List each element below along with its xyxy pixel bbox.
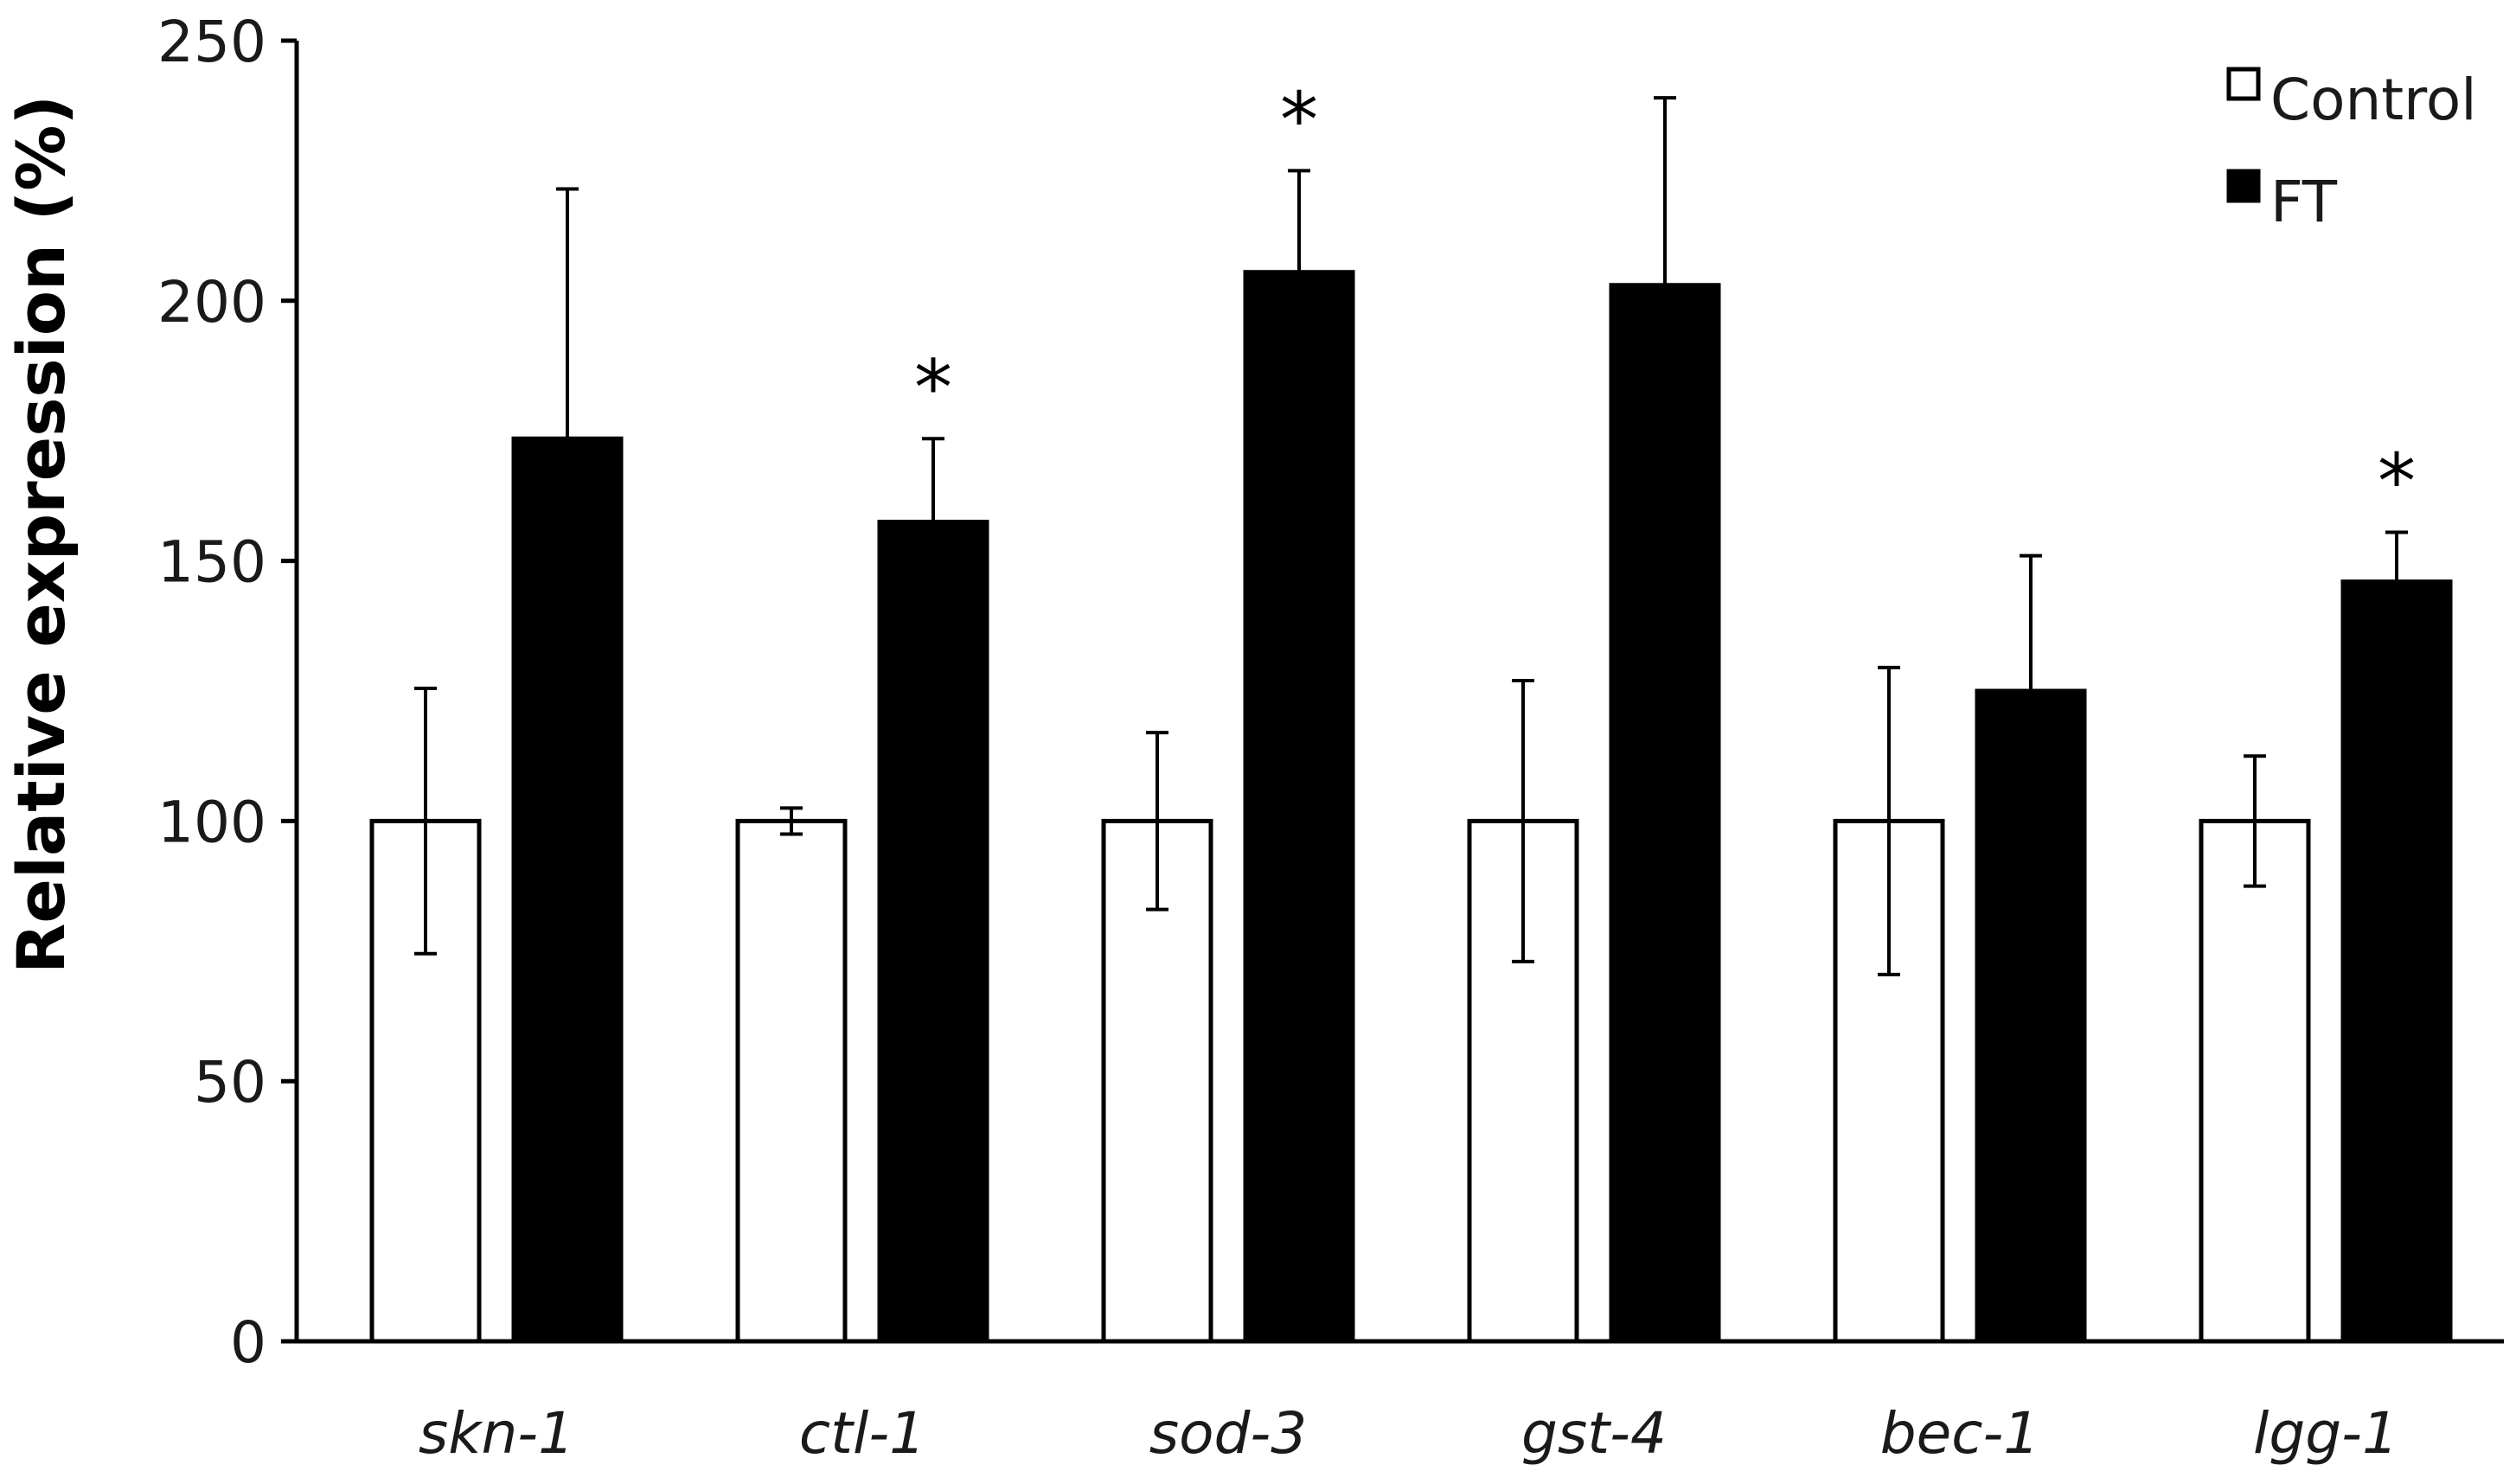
error-bars-layer	[414, 96, 2408, 976]
y-tick-label: 150	[157, 529, 266, 596]
legend: Control FT	[2226, 67, 2477, 235]
bar-ft	[1609, 283, 1721, 1344]
bar-control	[735, 818, 848, 1344]
legend-swatch-control	[2226, 67, 2261, 101]
y-ticks: 0 50 100 150 200 250	[157, 9, 297, 1376]
x-category-label: bec-1	[1880, 1400, 2040, 1467]
y-axis-title: Relative expression (%)	[3, 95, 80, 974]
bar-ft	[2340, 579, 2453, 1344]
bars-layer	[369, 270, 2453, 1344]
significance-layer: * * *	[914, 75, 2416, 526]
significance-marker: *	[914, 343, 952, 432]
y-tick-label: 0	[230, 1309, 266, 1376]
y-tick-label: 200	[157, 269, 266, 336]
x-category-label: ctl-1	[799, 1400, 925, 1467]
significance-marker: *	[2378, 438, 2416, 527]
x-category-label: skn-1	[419, 1400, 574, 1467]
x-category-label: gst-4	[1521, 1400, 1667, 1467]
x-category-label: lgg-1	[2253, 1400, 2398, 1467]
axes-layer	[294, 41, 2504, 1344]
x-category-label: sod-3	[1149, 1400, 1307, 1467]
bar-ft	[877, 519, 989, 1344]
y-tick-label: 100	[157, 789, 266, 855]
bar-ft	[511, 436, 624, 1344]
y-tick-label: 50	[194, 1049, 266, 1116]
bar-control	[1833, 818, 1945, 1344]
legend-swatch-ft	[2226, 169, 2261, 203]
significance-marker: *	[1280, 75, 1318, 164]
bar-control	[2199, 818, 2311, 1344]
bar-ft	[1243, 270, 1355, 1344]
x-category-labels: skn-1 ctl-1 sod-3 gst-4 bec-1 lgg-1	[419, 1400, 2398, 1467]
legend-label-ft: FT	[2270, 169, 2338, 235]
legend-label-control: Control	[2270, 67, 2477, 133]
bar-ft	[1975, 688, 2087, 1344]
y-tick-label: 250	[157, 9, 266, 75]
